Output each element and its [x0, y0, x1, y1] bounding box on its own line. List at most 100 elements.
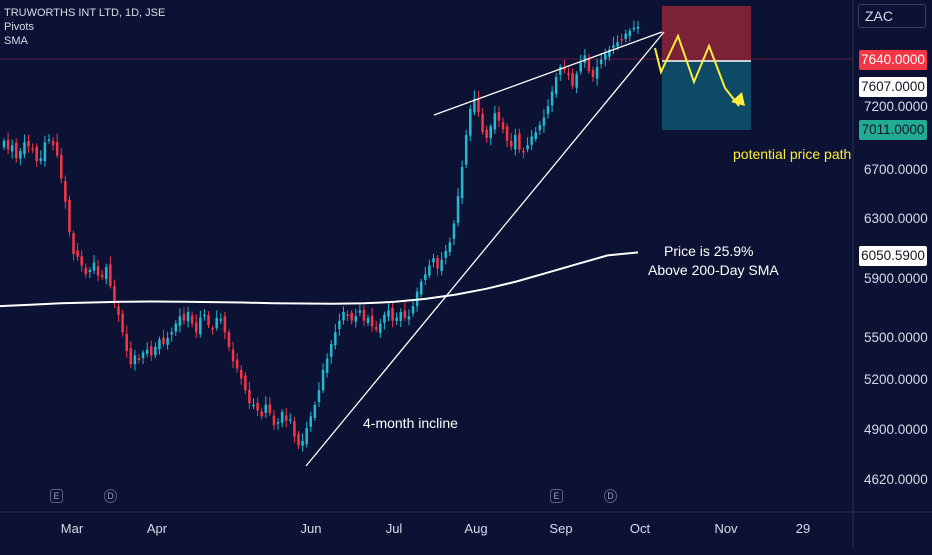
candle-body — [350, 312, 353, 321]
candle-body — [481, 113, 484, 133]
candle-body — [178, 316, 182, 326]
price-path-annotation: potential price path — [733, 146, 852, 162]
candle-body — [31, 148, 34, 150]
candle-body — [628, 30, 632, 37]
candle-body — [419, 281, 423, 295]
candle-body — [354, 316, 358, 322]
candle-body — [88, 269, 92, 273]
candle-body — [109, 264, 112, 286]
earnings-event-icon[interactable]: E — [550, 489, 563, 503]
candle-body — [436, 257, 439, 269]
price-tick: 6300.0000 — [864, 211, 928, 226]
candle-body — [280, 412, 284, 423]
candle-body — [227, 332, 231, 347]
price-tick: 7200.0000 — [864, 99, 928, 114]
candle-body — [248, 389, 251, 404]
candle-body — [366, 317, 370, 323]
candle-body — [80, 256, 83, 266]
incline-annotation: 4-month incline — [363, 415, 458, 431]
price-tick: 5200.0000 — [864, 372, 928, 387]
candle-body — [223, 316, 227, 333]
candle-body — [530, 136, 533, 145]
dividend-event-icon[interactable]: D — [104, 489, 117, 503]
time-tick-aug: Aug — [464, 521, 488, 536]
candle-body — [383, 314, 386, 323]
candle-body — [362, 309, 366, 321]
candle-body — [235, 359, 239, 369]
candle-body — [550, 91, 554, 106]
candle-body — [505, 126, 509, 141]
candle-body — [47, 139, 51, 141]
candle-body — [145, 349, 149, 354]
candle-body — [563, 67, 566, 70]
candle-body — [276, 422, 280, 424]
time-tick-apr: Apr — [146, 521, 168, 536]
target-price-tag: 7011.0000 — [859, 120, 927, 140]
candle-body — [542, 117, 546, 126]
candle-body — [612, 45, 615, 48]
candle-body — [317, 390, 321, 402]
candle-body — [121, 313, 124, 333]
rising-resistance-trendline — [433, 31, 663, 116]
candle-body — [27, 141, 30, 147]
candle-body — [342, 311, 345, 321]
candle-body — [567, 73, 570, 75]
time-tick-oct: Oct — [629, 521, 651, 536]
candle-body — [579, 62, 583, 72]
currency-selector[interactable]: ZAC — [858, 4, 926, 28]
candles-group — [2, 20, 640, 452]
time-tick-jul: Jul — [385, 521, 403, 536]
candle-body — [599, 59, 603, 65]
indicator-pivots[interactable]: Pivots — [4, 21, 34, 33]
candle-body — [395, 317, 398, 321]
candle-body — [207, 315, 210, 325]
candle-body — [346, 314, 349, 317]
candle-body — [587, 58, 591, 72]
candle-body — [313, 404, 317, 418]
reward-zone — [662, 61, 751, 130]
indicator-sma[interactable]: SMA — [4, 35, 28, 47]
candle-body — [493, 113, 497, 130]
candle-body — [129, 348, 133, 365]
candle-body — [501, 122, 505, 130]
candle-body — [440, 259, 443, 272]
candle-body — [174, 323, 178, 332]
candle-body — [509, 140, 513, 147]
candle-body — [559, 66, 562, 75]
candle-body — [264, 404, 268, 413]
candle-body — [428, 265, 431, 276]
candle-body — [113, 286, 116, 304]
candle-body — [554, 77, 558, 94]
dividend-event-icon[interactable]: D — [604, 489, 617, 503]
earnings-event-icon[interactable]: E — [50, 489, 63, 503]
candle-body — [256, 402, 259, 411]
candle-body — [268, 404, 272, 414]
time-tick-sep: Sep — [549, 521, 573, 536]
candle-body — [608, 49, 611, 57]
candle-body — [399, 311, 403, 321]
candle-body — [321, 369, 325, 391]
symbol-title[interactable]: TRUWORTHS INT LTD, 1D, JSE — [4, 7, 166, 19]
candle-body — [325, 358, 329, 373]
candle-body — [338, 320, 341, 330]
candle-body — [477, 97, 480, 112]
candle-body — [616, 42, 619, 47]
price-tick: 5900.0000 — [864, 271, 928, 286]
candle-body — [289, 419, 292, 421]
candle-body — [231, 349, 235, 362]
candle-body — [452, 223, 456, 239]
candle-body — [583, 55, 587, 63]
candle-body — [432, 258, 435, 263]
candle-body — [518, 133, 521, 150]
candle-body — [575, 74, 578, 88]
candle-body — [19, 151, 22, 159]
candle-body — [604, 53, 607, 60]
candle-body — [448, 242, 452, 253]
time-tick-jun: Jun — [300, 521, 322, 536]
candle-body — [387, 310, 390, 317]
candle-body — [43, 142, 47, 162]
candle-body — [117, 306, 120, 315]
candle-body — [534, 132, 538, 140]
